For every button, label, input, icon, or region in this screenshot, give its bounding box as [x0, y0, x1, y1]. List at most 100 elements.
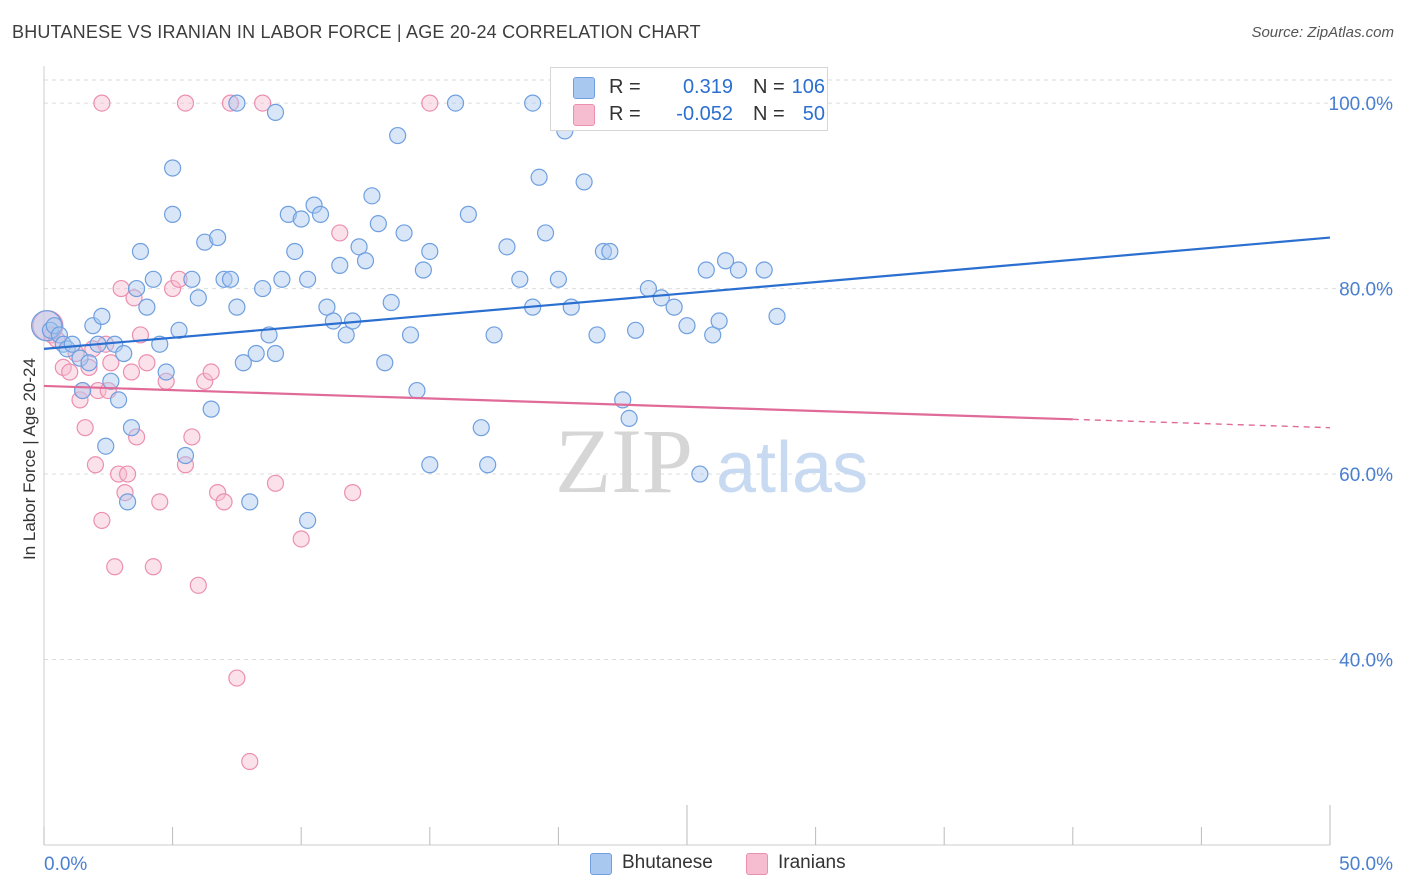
bhutanese-point — [324, 312, 342, 330]
bhutanese-point — [620, 409, 638, 428]
bhutanese-point — [73, 381, 92, 400]
iranians-point — [202, 363, 220, 381]
n-label: N = — [753, 76, 785, 98]
stats-row-bhutanese: R = 0.319 N = 106 — [573, 74, 825, 100]
bhutanese-point — [254, 279, 272, 298]
iranians-point — [122, 363, 141, 381]
iranians-point — [254, 94, 272, 112]
watermark-atlas: atlas — [716, 428, 868, 508]
bhutanese-point — [389, 126, 407, 145]
iranians-point — [76, 419, 94, 437]
y-tick-label: 80.0% — [1339, 280, 1393, 301]
iranians-point — [176, 94, 195, 112]
r-label: R = — [609, 103, 641, 125]
bhutanese-point — [164, 205, 182, 223]
bhutanese-point — [594, 242, 613, 261]
iranians-point — [292, 530, 310, 548]
bhutanese-point — [562, 298, 580, 316]
bhutanese-point — [356, 252, 375, 270]
bhutanese-point — [498, 238, 516, 256]
iranians-trend-extension — [1072, 418, 1331, 429]
iranians-point — [209, 483, 227, 502]
bhutanese-point — [536, 224, 555, 242]
bhutanese-legend-swatch — [590, 853, 612, 875]
iranians-point — [93, 511, 111, 530]
iranians-point — [344, 483, 362, 502]
bhutanese-point — [716, 252, 735, 270]
bhutanese-point — [273, 270, 291, 288]
bhutanese-point — [131, 242, 150, 261]
bhutanese-point — [170, 321, 188, 339]
n-value: 50 — [802, 103, 825, 125]
bhutanese-point — [247, 344, 265, 363]
bhutanese-point — [626, 321, 645, 339]
iranians-point — [183, 428, 201, 446]
iranians-swatch — [573, 104, 595, 126]
bhutanese-point — [260, 326, 278, 344]
bhutanese-point — [311, 205, 330, 223]
bhutanese-point — [215, 270, 233, 288]
bhutanese-point — [144, 270, 162, 288]
y-axis-label: In Labor Force | Age 20-24 — [20, 358, 39, 560]
bhutanese-point — [93, 307, 111, 325]
iranians-point — [176, 456, 195, 474]
bhutanese-point — [299, 270, 317, 288]
bhutanese-point — [196, 233, 214, 251]
bhutanese-trend-line — [43, 236, 1331, 350]
bhutanese-point — [164, 159, 182, 177]
iranians-point — [144, 558, 162, 576]
bhutanese-point — [704, 326, 722, 344]
y-tick-label: 60.0% — [1339, 465, 1393, 486]
legend-label: Iranians — [778, 852, 846, 873]
iranians-point — [164, 279, 182, 298]
iranians-point — [189, 576, 207, 594]
bhutanese-point — [710, 312, 728, 330]
tick-labels: 40.0% 60.0% 80.0% 100.0% 0.0% 50.0% — [44, 94, 1393, 875]
iranians-point — [138, 354, 156, 372]
bhutanese-point — [50, 326, 69, 344]
bhutanese-point — [549, 270, 568, 288]
iranians-point — [80, 358, 98, 376]
bhutanese-point — [234, 354, 252, 372]
x-tick-label-min: 0.0% — [44, 854, 87, 875]
n-label: N = — [753, 103, 785, 125]
iranians-point — [266, 474, 285, 492]
bhutanese-point — [176, 446, 195, 465]
bhutanese-point — [286, 242, 304, 261]
bhutanese-point — [395, 224, 413, 242]
r-label: R = — [609, 76, 641, 98]
bhutanese-point — [408, 381, 426, 400]
trend-lines — [43, 236, 1331, 429]
bhutanese-swatch — [573, 77, 595, 99]
iranians-point — [131, 326, 150, 344]
chart-title: BHUTANESE VS IRANIAN IN LABOR FORCE | AG… — [12, 22, 701, 42]
iranians-legend-swatch — [746, 853, 768, 875]
bhutanese-point — [369, 215, 387, 233]
bhutanese-point — [241, 493, 259, 511]
x-tick-label-max: 50.0% — [1339, 854, 1393, 875]
n-value: 106 — [791, 76, 825, 98]
bhutanese-point — [45, 317, 63, 335]
bhutanese-point — [697, 261, 715, 279]
bhutanese-point — [202, 400, 220, 418]
bhutanese-point — [601, 242, 619, 261]
iranians-point — [86, 456, 105, 474]
bhutanese-point — [729, 261, 748, 279]
bhutanese-point — [209, 228, 227, 247]
iranians-point — [331, 224, 349, 242]
bhutanese-point — [337, 326, 355, 344]
bhutanese-point — [414, 261, 432, 279]
bhutanese-point — [421, 242, 439, 261]
bhutanese-point — [292, 210, 310, 228]
bhutanese-point — [401, 326, 420, 344]
r-value: -0.052 — [676, 103, 733, 125]
iranians-point — [93, 94, 111, 112]
y-tick-label: 40.0% — [1339, 651, 1393, 672]
bhutanese-point — [665, 298, 683, 316]
stats-legend: R = 0.319 N = 106 R = -0.052 N = 50 — [550, 67, 828, 131]
iranians-point — [215, 493, 233, 511]
bhutanese-point — [755, 261, 773, 279]
bhutanese-point — [459, 205, 477, 223]
bhutanese-point — [376, 354, 394, 372]
